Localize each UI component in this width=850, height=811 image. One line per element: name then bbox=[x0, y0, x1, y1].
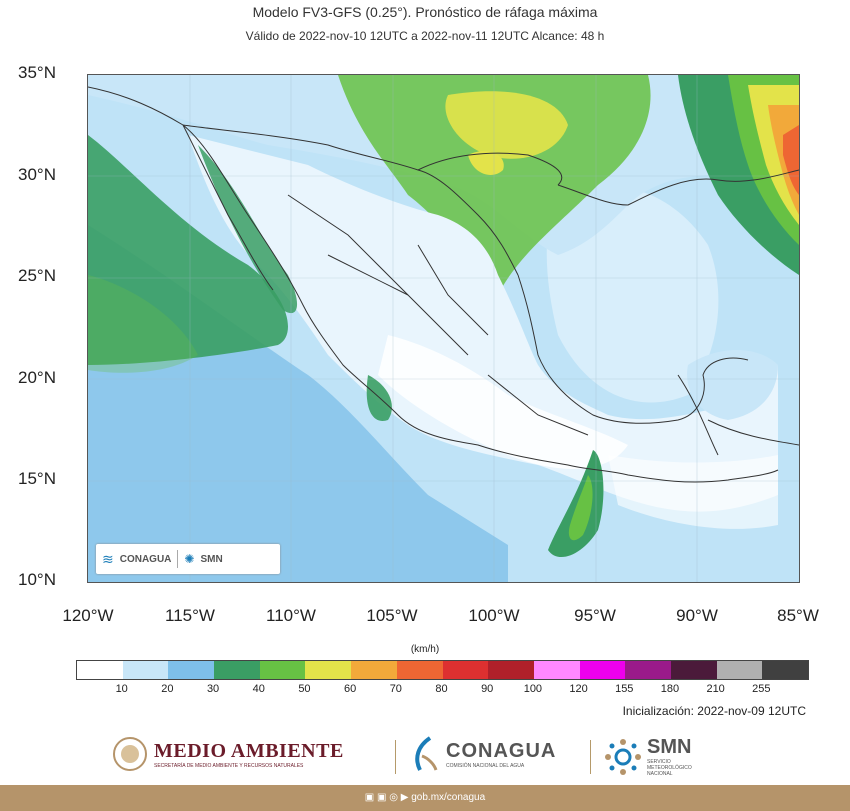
mexico-land bbox=[188, 135, 778, 512]
lon-label-105: 105°W bbox=[366, 606, 418, 625]
colorbar-tick-label: 155 bbox=[615, 683, 634, 695]
social-icons[interactable]: ▣ ▣ ◎ ▶ bbox=[364, 792, 412, 803]
conagua-mini-icon: ≋ bbox=[102, 550, 114, 567]
colorbar-tick-label: 30 bbox=[206, 683, 220, 695]
colorbar bbox=[76, 660, 809, 680]
colorbar-tick-label: 255 bbox=[752, 683, 771, 695]
colorbar-swatch bbox=[168, 661, 215, 679]
seal-icon bbox=[113, 737, 147, 771]
colorbar-tick-label: 60 bbox=[344, 683, 357, 695]
colorbar-swatch bbox=[579, 661, 626, 679]
colorbar-swatch bbox=[716, 661, 763, 679]
colorbar-swatch bbox=[533, 661, 580, 679]
tehuantepec-gust-zone bbox=[548, 450, 604, 558]
medio-ambiente-subtext: SECRETARÍA DE MEDIO AMBIENTE Y RECURSOS … bbox=[154, 762, 304, 769]
colorbar-swatch bbox=[259, 661, 306, 679]
smn-mini-icon: ✺ bbox=[184, 552, 195, 566]
inset-smn-text: SMN bbox=[200, 553, 223, 565]
colorbar-tick-label: 80 bbox=[435, 683, 448, 695]
smn-logo: SMN SERVICIO METEOROLÓGICO NACIONAL bbox=[605, 736, 707, 777]
coastlines-and-borders bbox=[88, 86, 799, 483]
lat-label-15: 15°N bbox=[18, 469, 56, 488]
lon-label-95: 95°W bbox=[574, 606, 616, 625]
colorbar-tick-label: 40 bbox=[252, 683, 265, 695]
lon-label-115: 115°W bbox=[165, 606, 215, 625]
conagua-text: CONAGUA bbox=[446, 739, 557, 762]
map-title: Modelo FV3-GFS (0.25°). Pronóstico de rá… bbox=[252, 4, 598, 20]
colorbar-swatch bbox=[625, 661, 671, 679]
colorbar-tick-label: 50 bbox=[298, 683, 311, 695]
colorbar-tick-label: 90 bbox=[481, 683, 494, 695]
colorbar-tick-label: 70 bbox=[389, 683, 402, 695]
lon-label-90: 90°W bbox=[676, 606, 718, 625]
smn-icon bbox=[605, 738, 641, 775]
yucatan-peninsula bbox=[687, 350, 778, 420]
map-subtitle: Válido de 2022-nov-10 12UTC a 2022-nov-1… bbox=[245, 29, 605, 43]
conagua-subtext: COMISIÓN NACIONAL DEL AGUA bbox=[446, 762, 525, 769]
smn-text: SMN bbox=[647, 736, 692, 758]
init-time: Inicialización: 2022-nov-09 12UTC bbox=[622, 704, 806, 718]
colorbar-swatch bbox=[396, 661, 443, 679]
medio-ambiente-text: MEDIO AMBIENTE bbox=[154, 739, 344, 762]
colorbar-swatch bbox=[442, 661, 489, 679]
gulf-of-mexico bbox=[546, 185, 719, 403]
conagua-icon bbox=[415, 736, 438, 771]
smn-subtext: SERVICIO METEOROLÓGICO NACIONAL bbox=[647, 759, 692, 777]
map-canvas bbox=[88, 75, 799, 582]
lat-label-10: 10°N bbox=[18, 570, 56, 589]
lon-label-120: 120°W bbox=[62, 606, 114, 625]
colorbar-swatch bbox=[77, 661, 123, 679]
colorbar-tick-label: 120 bbox=[569, 683, 588, 695]
lon-label-85: 85°W bbox=[777, 606, 819, 625]
inset-logo-box: ≋ CONAGUA ✺ SMN bbox=[96, 544, 280, 574]
conagua-logo: CONAGUA COMISIÓN NACIONAL DEL AGUA bbox=[410, 736, 556, 772]
colorbar-tick-label: 10 bbox=[115, 683, 128, 695]
lat-label-25: 25°N bbox=[18, 266, 56, 285]
colorbar-swatch bbox=[122, 661, 169, 679]
colorbar-swatch bbox=[305, 661, 352, 679]
footer-bar: ▣ ▣ ◎ ▶ gob.mx/conagua bbox=[0, 785, 850, 811]
colorbar-swatch bbox=[488, 661, 534, 679]
lat-label-30: 30°N bbox=[18, 165, 56, 184]
colorbar-tick-label: 100 bbox=[523, 683, 543, 695]
lat-label-35: 35°N bbox=[18, 63, 56, 82]
colorbar-tick-label: 20 bbox=[161, 683, 174, 695]
pacific-green-zone bbox=[88, 135, 288, 365]
footer-link[interactable]: gob.mx/conagua bbox=[411, 792, 486, 803]
wind-gust-map: ≋ CONAGUA ✺ SMN bbox=[87, 74, 800, 583]
institution-logos: MEDIO AMBIENTE SECRETARÍA DE MEDIO AMBIE… bbox=[0, 730, 850, 782]
colorbar-swatch bbox=[762, 661, 808, 679]
colorbar-tick-label: 210 bbox=[706, 683, 725, 695]
lat-label-20: 20°N bbox=[18, 368, 56, 387]
colorbar-swatch bbox=[670, 661, 717, 679]
lon-label-110: 110°W bbox=[266, 606, 316, 625]
colorbar-swatch bbox=[214, 661, 260, 679]
lon-label-100: 100°W bbox=[468, 606, 520, 625]
medio-ambiente-logo: MEDIO AMBIENTE SECRETARÍA DE MEDIO AMBIE… bbox=[112, 736, 344, 772]
colorbar-unit: (km/h) bbox=[410, 644, 440, 655]
inset-conagua-text: CONAGUA bbox=[119, 553, 172, 565]
colorbar-tick-label: 180 bbox=[660, 683, 680, 695]
colorbar-swatch bbox=[351, 661, 397, 679]
